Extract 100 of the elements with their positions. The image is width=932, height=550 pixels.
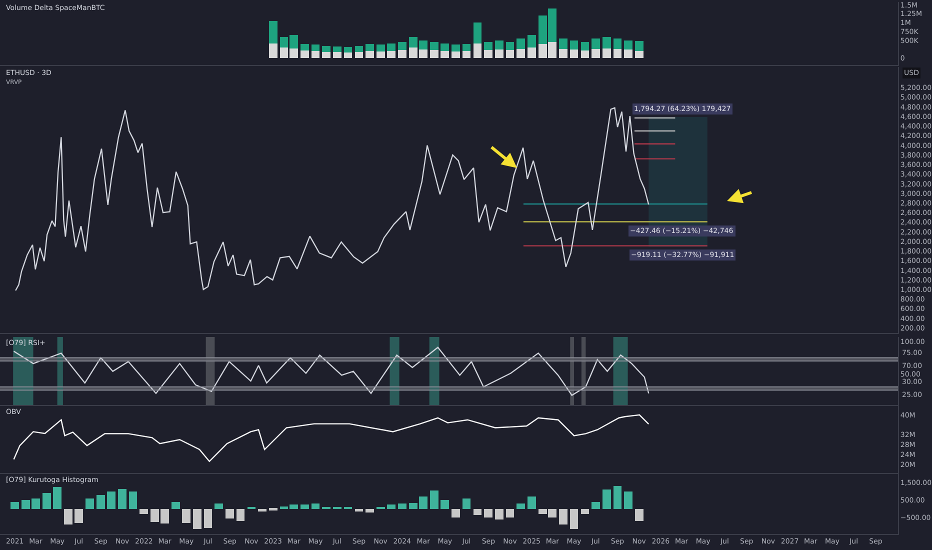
bar: [462, 498, 471, 509]
bar: [365, 44, 374, 52]
bar: [591, 38, 600, 49]
bar: [634, 508, 644, 522]
bar: [398, 50, 406, 58]
bar: [118, 488, 127, 509]
bar: [516, 38, 525, 49]
bar: [268, 508, 278, 511]
bar: [634, 40, 644, 51]
bar: [96, 494, 106, 509]
bar: [484, 50, 493, 58]
bar: [344, 52, 352, 58]
bar: [376, 44, 385, 52]
bar: [613, 48, 622, 58]
bar: [506, 508, 514, 518]
bar: [193, 508, 202, 529]
bar: [527, 35, 536, 48]
bar: [484, 508, 493, 518]
bar: [462, 44, 471, 52]
bar: [506, 42, 514, 50]
bar: [398, 42, 406, 50]
bar: [365, 51, 374, 58]
bar: [591, 502, 600, 509]
bar: [214, 504, 224, 509]
bar: [140, 508, 148, 514]
bar: [322, 52, 331, 58]
bar: [570, 508, 578, 529]
bar: [268, 20, 278, 44]
bar: [613, 486, 622, 509]
bar: [300, 504, 310, 509]
bar: [580, 508, 590, 514]
bar: [613, 38, 622, 49]
bar: [570, 50, 578, 58]
bar: [430, 490, 439, 509]
bar: [440, 43, 450, 51]
bar: [300, 50, 310, 58]
bar: [236, 508, 245, 522]
bar: [42, 493, 51, 509]
bar: [74, 508, 84, 523]
bar: [386, 50, 396, 58]
bar: [311, 44, 320, 52]
bar: [258, 508, 266, 512]
bar: [300, 44, 310, 50]
bar: [602, 48, 611, 58]
bar: [516, 48, 525, 58]
bar: [311, 504, 320, 509]
bar: [494, 49, 504, 58]
bar: [354, 46, 364, 52]
bar: [128, 491, 138, 509]
bar: [602, 490, 611, 509]
bar: [591, 48, 600, 58]
bar: [10, 502, 20, 509]
bar: [559, 48, 568, 58]
bar: [430, 50, 439, 58]
bar: [462, 51, 471, 58]
bar: [311, 51, 320, 58]
bar: [268, 43, 278, 58]
line-series: [13, 346, 650, 396]
line-series: [13, 414, 650, 462]
bar: [580, 42, 590, 50]
bar: [473, 43, 482, 58]
bar: [570, 40, 578, 50]
bar: [452, 44, 460, 52]
bar: [332, 52, 342, 58]
bar: [494, 40, 504, 50]
bar: [53, 487, 62, 509]
bar: [386, 43, 396, 51]
bar: [332, 46, 342, 52]
bar: [430, 42, 439, 50]
bar: [172, 502, 180, 509]
bar: [527, 496, 536, 509]
bar: [452, 508, 460, 518]
bar: [624, 40, 632, 50]
bar: [182, 508, 191, 523]
bar: [440, 500, 450, 509]
bar: [376, 51, 385, 58]
bar: [516, 504, 525, 509]
bar: [484, 42, 493, 50]
bar: [226, 508, 234, 518]
bar: [559, 508, 568, 525]
bar: [398, 504, 406, 509]
bar: [506, 50, 514, 58]
bar: [204, 508, 212, 528]
bar: [494, 508, 504, 520]
bar: [365, 508, 374, 512]
bar: [559, 38, 568, 49]
bar: [386, 504, 396, 509]
bar: [344, 46, 352, 53]
bar: [440, 50, 450, 58]
bar: [624, 50, 632, 58]
bar: [322, 46, 331, 52]
bar: [452, 51, 460, 58]
bar: [354, 508, 364, 512]
bar: [86, 498, 94, 509]
bar: [473, 22, 482, 44]
bar: [527, 48, 536, 58]
bar: [602, 36, 611, 48]
bar: [64, 508, 72, 525]
bar: [624, 491, 632, 509]
bar: [634, 50, 644, 58]
